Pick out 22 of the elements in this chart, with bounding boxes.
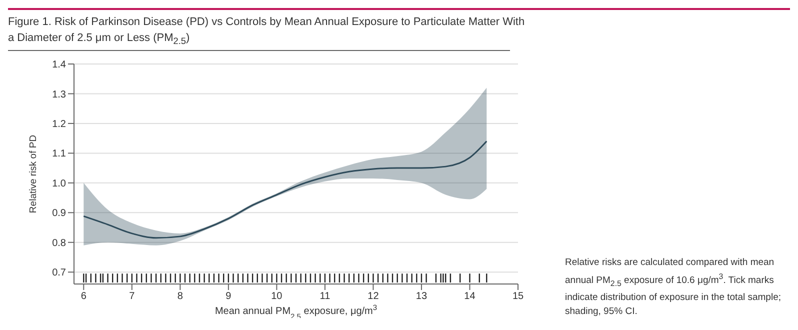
text: Relative risks are calculated compared with mean annual PM$_{2.5}$ exposure of 10.6 μg/m$^{3}$. Tick marks indicate distribution of exposure in the total sample; shading, 95% CI. (565, 256, 782, 320)
chart-title: Figure 1. Risk of Parkinson Disease (PD) vs Controls by Mean Annual Exposure to Particulate Matter With a Diameter of 2.5 μm or Less (PM$_{2.5}$) (8, 15, 526, 48)
x-tick-label: 8 (177, 291, 184, 302)
x-tick-label: 15 (512, 291, 524, 302)
y-axis-title: Relative risk of PD (28, 134, 39, 214)
x-tick-label: 12 (368, 291, 380, 302)
y-tick-label: 1.4 (52, 60, 66, 71)
x-tick-label: 6 (80, 291, 87, 302)
x-tick-label: 7 (129, 291, 136, 302)
x-tick-label: 9 (226, 291, 232, 302)
y-tick-label: 1.3 (52, 89, 66, 100)
y-tick-label: 1.1 (52, 148, 66, 160)
x-tick-label: 13 (416, 291, 428, 302)
y-tick-label: 0.9 (52, 208, 66, 220)
y-tick-label: 0.7 (52, 268, 66, 279)
x-tick-label: 10 (271, 291, 283, 302)
y-tick-label: 0.8 (52, 238, 66, 249)
line-series (82, 140, 488, 239)
y-tick-label: 1.0 (52, 178, 66, 190)
y-tick-label: 1.2 (52, 119, 66, 130)
x-tick-label: 14 (464, 291, 476, 302)
x-tick-label: 11 (320, 291, 331, 302)
